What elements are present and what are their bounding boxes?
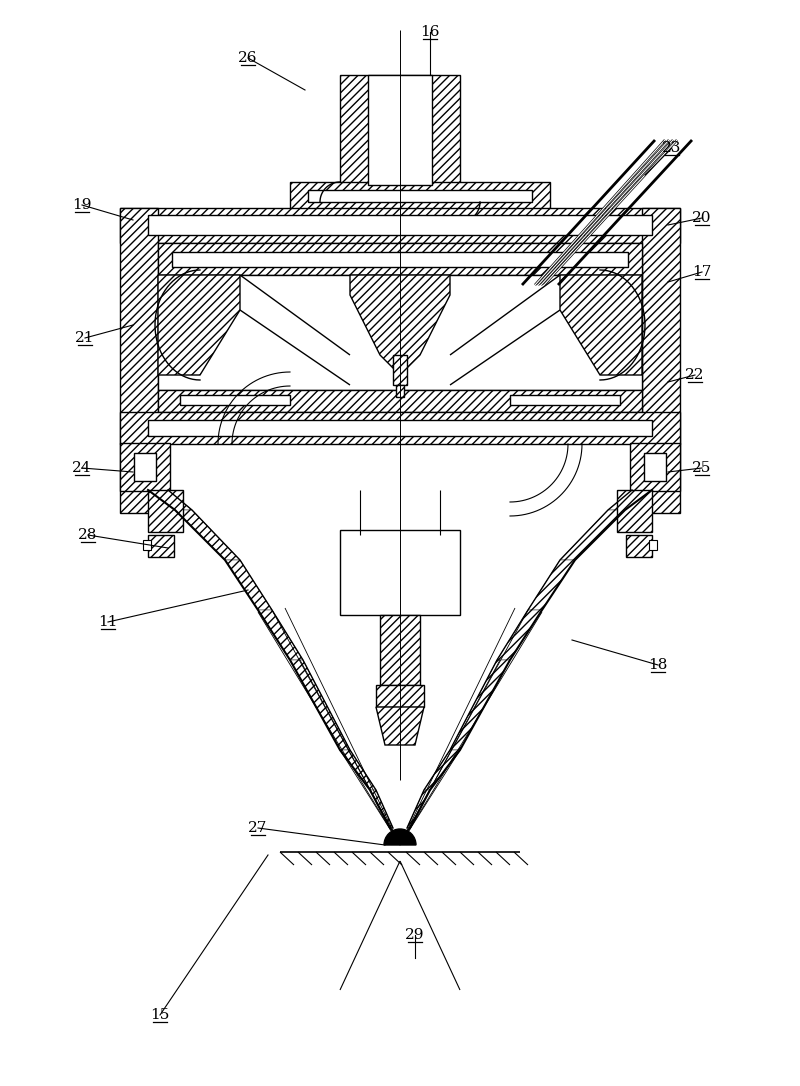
Bar bbox=[644, 453, 666, 481]
Polygon shape bbox=[560, 275, 642, 375]
Bar bbox=[148, 535, 174, 557]
Text: 16: 16 bbox=[420, 25, 440, 39]
Polygon shape bbox=[424, 750, 460, 790]
Bar bbox=[172, 252, 628, 267]
Bar bbox=[510, 395, 620, 405]
Bar bbox=[376, 685, 424, 707]
Text: 25: 25 bbox=[692, 460, 712, 475]
Bar bbox=[180, 395, 290, 405]
Text: 24: 24 bbox=[72, 460, 92, 475]
Text: 27: 27 bbox=[248, 821, 268, 835]
Wedge shape bbox=[384, 829, 416, 845]
Text: 28: 28 bbox=[78, 528, 98, 542]
Polygon shape bbox=[148, 490, 192, 510]
Bar bbox=[148, 215, 652, 235]
Polygon shape bbox=[560, 510, 625, 560]
Bar bbox=[143, 540, 151, 550]
Polygon shape bbox=[340, 750, 376, 790]
Polygon shape bbox=[450, 660, 510, 750]
Bar bbox=[380, 615, 420, 685]
Bar bbox=[340, 530, 460, 615]
Bar bbox=[617, 490, 652, 532]
Bar bbox=[120, 443, 170, 491]
Polygon shape bbox=[407, 790, 430, 828]
Polygon shape bbox=[376, 707, 424, 745]
Bar bbox=[158, 275, 642, 390]
Bar bbox=[393, 355, 407, 386]
Bar bbox=[158, 390, 642, 412]
Polygon shape bbox=[350, 275, 450, 375]
Polygon shape bbox=[370, 790, 393, 828]
Bar bbox=[120, 209, 680, 243]
Polygon shape bbox=[225, 560, 272, 610]
Text: 29: 29 bbox=[406, 929, 425, 942]
Text: 18: 18 bbox=[648, 658, 668, 672]
Text: 19: 19 bbox=[72, 198, 92, 212]
Bar bbox=[134, 453, 156, 481]
Polygon shape bbox=[158, 275, 240, 375]
Polygon shape bbox=[528, 560, 575, 610]
Bar bbox=[642, 209, 680, 513]
Bar bbox=[290, 182, 550, 210]
Text: 22: 22 bbox=[686, 368, 705, 382]
Bar bbox=[630, 443, 680, 491]
Polygon shape bbox=[290, 660, 350, 750]
Text: 17: 17 bbox=[692, 265, 712, 279]
Text: 15: 15 bbox=[150, 1008, 170, 1022]
Polygon shape bbox=[258, 610, 303, 660]
Bar bbox=[120, 209, 158, 513]
Text: 11: 11 bbox=[98, 615, 118, 629]
Polygon shape bbox=[608, 490, 652, 510]
Bar bbox=[308, 190, 532, 202]
Polygon shape bbox=[497, 610, 542, 660]
Bar bbox=[368, 75, 432, 185]
Text: 23: 23 bbox=[662, 141, 682, 155]
Bar bbox=[148, 420, 652, 435]
Text: 26: 26 bbox=[238, 51, 258, 65]
Text: 21: 21 bbox=[75, 331, 94, 345]
Bar bbox=[649, 540, 657, 550]
Text: 20: 20 bbox=[692, 211, 712, 225]
Bar bbox=[120, 412, 680, 444]
Bar bbox=[626, 535, 652, 557]
Bar bbox=[148, 490, 183, 532]
Bar bbox=[340, 75, 460, 185]
Bar bbox=[158, 243, 642, 275]
Polygon shape bbox=[175, 510, 240, 560]
Bar bbox=[396, 386, 404, 397]
